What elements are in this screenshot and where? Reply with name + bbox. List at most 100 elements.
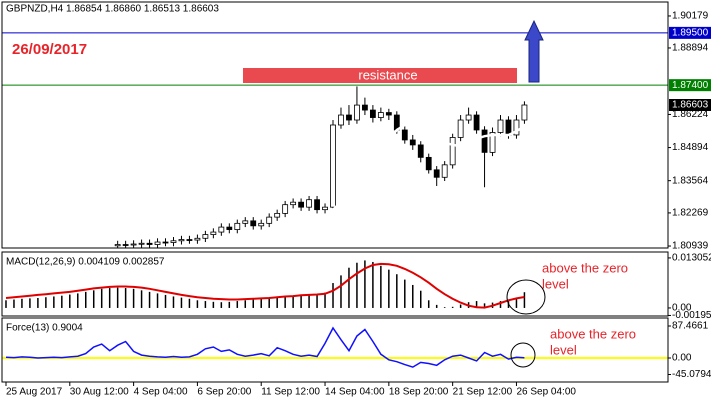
x-tick-label: 14 Sep 04:00 bbox=[325, 387, 385, 398]
x-tick-label: 21 Sep 12:00 bbox=[453, 387, 513, 398]
y-tick-label: 1.88894 bbox=[672, 43, 709, 54]
resistance-label: resistance bbox=[358, 67, 417, 82]
candle-body bbox=[226, 226, 233, 230]
candle-body bbox=[218, 226, 225, 233]
candle-body bbox=[178, 239, 185, 242]
x-tick-label: 25 Aug 2017 bbox=[6, 387, 63, 398]
price-level-label: 1.87400 bbox=[672, 80, 709, 91]
candle-body bbox=[138, 242, 145, 245]
candle-body bbox=[385, 112, 392, 116]
highlight-circle bbox=[510, 342, 536, 368]
candle-body bbox=[130, 243, 137, 246]
highlight-circle bbox=[506, 279, 546, 315]
force-line bbox=[5, 326, 525, 368]
y-tick-label: 1.90179 bbox=[672, 11, 709, 22]
symbol-header: GBPNZD,H4 1.86854 1.86860 1.86513 1.8660… bbox=[6, 4, 219, 15]
macd-label: MACD(12,26,9) 0.004109 0.002857 bbox=[6, 257, 165, 268]
x-tick-label: 6 Sep 20:00 bbox=[197, 387, 251, 398]
x-tick-label: 11 Sep 12:00 bbox=[261, 387, 320, 398]
candle-body bbox=[314, 199, 320, 211]
macd-annotation: above the zero bbox=[542, 260, 628, 275]
candle-body bbox=[409, 139, 416, 146]
up-arrow bbox=[524, 19, 544, 83]
y-tick-label: 1.80939 bbox=[672, 241, 709, 252]
resistance-box bbox=[243, 68, 517, 83]
candle-body bbox=[170, 240, 177, 243]
panel bbox=[2, 32, 668, 248]
x-tick-label: 4 Sep 04:00 bbox=[134, 387, 188, 398]
candle-body bbox=[114, 244, 121, 247]
candle-body bbox=[274, 212, 281, 218]
y-tick-label: 1.82269 bbox=[672, 208, 709, 219]
y-tick-label: 87.4661 bbox=[672, 321, 709, 332]
candle-body bbox=[330, 124, 336, 208]
signal-line bbox=[5, 262, 525, 309]
candle-body bbox=[489, 132, 496, 153]
candle-body bbox=[449, 137, 456, 166]
candle-body bbox=[362, 104, 368, 111]
macd-panel-frame bbox=[1, 251, 669, 317]
y-tick-label: 1.86224 bbox=[672, 109, 709, 120]
candle-body bbox=[425, 156, 432, 171]
candle-body bbox=[377, 112, 384, 118]
candle-body bbox=[354, 104, 360, 121]
candle-body bbox=[338, 114, 344, 126]
candle-body bbox=[401, 129, 408, 141]
price-level-label: 1.89500 bbox=[672, 28, 709, 39]
candle-body bbox=[122, 244, 129, 246]
candle-body bbox=[202, 234, 209, 239]
candle-body bbox=[497, 119, 504, 133]
candle-body bbox=[266, 216, 273, 224]
candle-body bbox=[154, 241, 161, 245]
y-tick-label: 0.00 bbox=[672, 303, 692, 314]
price-level-box bbox=[669, 99, 711, 112]
candle-body bbox=[417, 144, 424, 158]
candle-body bbox=[346, 114, 352, 121]
force-annotation: level bbox=[550, 342, 577, 357]
candle-body bbox=[162, 241, 169, 244]
candle-body bbox=[194, 237, 201, 241]
y-tick-label: -45.0794 bbox=[672, 369, 711, 380]
candle-body bbox=[322, 206, 328, 211]
y-tick-label: 1.84894 bbox=[672, 142, 709, 153]
candle-body bbox=[369, 109, 376, 118]
y-tick-label: 0.013052 bbox=[672, 253, 711, 264]
force-annotation: above the zero bbox=[550, 326, 636, 341]
x-tick-label: 18 Sep 20:00 bbox=[389, 387, 449, 398]
macd-annotation: level bbox=[542, 276, 569, 291]
candle-body bbox=[481, 129, 488, 153]
x-tick-label: 26 Sep 04:00 bbox=[516, 387, 576, 398]
force-panel-frame bbox=[1, 317, 669, 383]
candle-body bbox=[146, 242, 153, 245]
price-level-box bbox=[669, 26, 711, 39]
candle-body bbox=[306, 199, 312, 208]
candle-body bbox=[290, 201, 297, 206]
candle-body bbox=[298, 201, 305, 208]
panel bbox=[2, 326, 668, 368]
price-level-box bbox=[669, 79, 711, 92]
x-tick-label: 30 Aug 12:00 bbox=[70, 387, 129, 398]
date-label: 26/09/2017 bbox=[12, 41, 87, 58]
main-panel-frame bbox=[1, 1, 669, 249]
y-tick-label: 0.00 bbox=[672, 353, 692, 364]
y-tick-label: 1.83564 bbox=[672, 175, 709, 186]
candle-body bbox=[186, 239, 193, 241]
candle-body bbox=[433, 169, 440, 178]
candle-body bbox=[250, 220, 257, 227]
candle-body bbox=[521, 104, 528, 121]
force-label: Force(13) 0.9004 bbox=[6, 323, 83, 334]
candle-body bbox=[457, 119, 464, 138]
candle-body bbox=[210, 231, 217, 235]
candle-body bbox=[465, 114, 472, 121]
candle-body bbox=[282, 204, 289, 214]
price-level-label: 1.86603 bbox=[672, 100, 709, 111]
candle-body bbox=[242, 220, 249, 224]
candle-body bbox=[513, 119, 520, 136]
candle-body bbox=[234, 222, 241, 230]
candle-body bbox=[258, 222, 265, 227]
candle-body bbox=[505, 119, 512, 136]
moving-average bbox=[324, 122, 526, 217]
